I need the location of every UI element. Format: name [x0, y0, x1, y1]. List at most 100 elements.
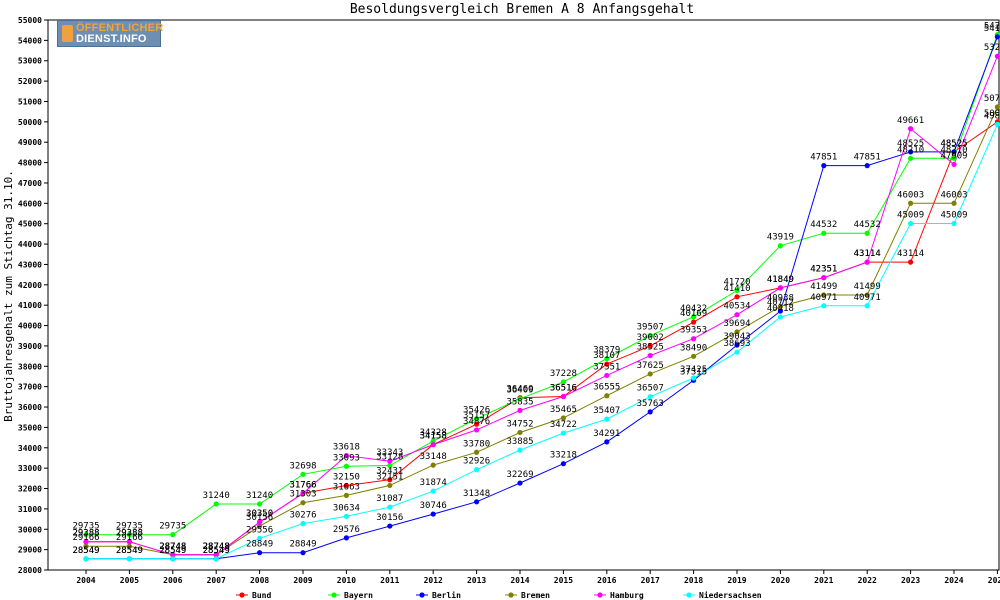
- data-point-bund: [647, 343, 653, 349]
- data-point-hamburg: [908, 126, 914, 132]
- data-label-bayern: 29735: [159, 522, 186, 532]
- y-axis-ticks: 28000 29000 30000 31000 32000 33000 34000 35000…: [18, 16, 48, 575]
- data-point-hamburg: [474, 427, 480, 433]
- data-label-bremen: 30156: [246, 513, 273, 523]
- x-tick-label: 2021: [814, 576, 833, 585]
- data-point-niedersachsen: [647, 394, 653, 400]
- data-point-hamburg: [691, 336, 697, 342]
- data-point-niedersachsen: [864, 303, 870, 309]
- data-label-bremen: 40938: [767, 293, 794, 303]
- data-label-bayern: 39507: [637, 323, 664, 333]
- x-tick-label: 2016: [597, 576, 616, 585]
- data-label-bund: 48525: [940, 139, 967, 149]
- data-point-niedersachsen: [83, 556, 89, 562]
- data-label-berlin: 48525: [940, 139, 967, 149]
- data-point-hamburg: [821, 275, 827, 281]
- data-point-niedersachsen: [387, 504, 393, 510]
- data-point-hamburg: [647, 353, 653, 359]
- y-tick-label: 44000: [18, 240, 42, 249]
- data-point-bayern: [126, 532, 132, 538]
- data-point-berlin: [257, 550, 263, 556]
- data-label-bund: 41849: [767, 275, 794, 285]
- data-label-hamburg: 33343: [376, 448, 403, 458]
- data-label-bund: 28748: [159, 542, 186, 552]
- data-label-niedersachsen: 40971: [810, 293, 837, 303]
- data-point-niedersachsen: [734, 349, 740, 355]
- data-point-hamburg: [864, 259, 870, 265]
- data-label-hamburg: 42351: [810, 265, 837, 275]
- data-point-berlin: [300, 550, 306, 556]
- x-tick-label: 2020: [771, 576, 790, 585]
- y-tick-label: 41000: [18, 301, 42, 310]
- data-label-bayern: 33093: [333, 453, 360, 463]
- series-line-berlin: [86, 36, 998, 560]
- data-point-berlin: [604, 439, 610, 445]
- data-label-hamburg: 33618: [333, 443, 360, 453]
- data-point-bremen: [604, 393, 610, 399]
- data-point-bremen: [474, 449, 480, 455]
- data-label-bund: 32431: [376, 467, 403, 477]
- data-label-berlin: 28549: [72, 546, 99, 556]
- x-tick-label: 2019: [727, 576, 746, 585]
- data-point-hamburg: [777, 285, 784, 291]
- data-labels: 29388 29388 28748 28748 30350 31766 32150 32431…: [72, 22, 1000, 556]
- y-tick-label: 52000: [18, 77, 42, 86]
- legend-label-niedersachsen: Niedersachsen: [699, 590, 762, 600]
- data-label-niedersachsen: 30634: [333, 503, 360, 513]
- data-label-niedersachsen: 33885: [506, 437, 533, 447]
- data-point-hamburg: [387, 458, 393, 464]
- data-point-berlin: [734, 342, 740, 348]
- data-label-niedersachsen: 30276: [289, 511, 316, 521]
- data-point-niedersachsen: [517, 447, 523, 453]
- data-point-bayern: [517, 396, 523, 402]
- data-label-niedersachsen: 28549: [72, 546, 99, 556]
- data-label-bremen: 39694: [723, 319, 750, 329]
- data-point-bremen: [994, 104, 1000, 110]
- data-point-hamburg: [951, 161, 957, 168]
- data-label-niedersachsen: 35407: [593, 406, 620, 416]
- data-label-bremen: 46003: [940, 190, 967, 200]
- data-point-bayern: [821, 230, 827, 236]
- data-point-hamburg: [560, 393, 567, 400]
- data-label-bremen: 31303: [289, 490, 316, 500]
- data-label-bremen: 46003: [897, 190, 924, 200]
- data-label-bremen: 32151: [376, 472, 403, 482]
- data-label-bremen: 29166: [116, 533, 143, 543]
- data-point-niedersachsen: [126, 556, 132, 562]
- data-label-berlin: 35763: [637, 399, 664, 409]
- y-tick-label: 48000: [18, 159, 42, 168]
- data-point-bremen: [257, 523, 263, 529]
- data-point-bund: [604, 361, 610, 367]
- data-point-bayern: [560, 379, 567, 385]
- data-label-hamburg: 43114: [854, 249, 881, 259]
- data-label-bayern: 35426: [463, 406, 490, 416]
- data-label-bayern: 29735: [116, 522, 143, 532]
- data-label-bremen: 38490: [680, 343, 707, 353]
- legend-marker-hamburg: [597, 592, 603, 598]
- y-tick-label: 45000: [18, 220, 42, 229]
- data-point-bayern: [170, 532, 176, 538]
- x-tick-label: 2008: [250, 576, 269, 585]
- data-point-bayern: [213, 501, 219, 507]
- data-label-bayern: 54282: [984, 22, 1000, 32]
- y-tick-label: 39000: [18, 342, 42, 351]
- data-point-berlin: [864, 163, 870, 169]
- data-point-berlin: [517, 480, 523, 486]
- data-label-bayern: 32698: [289, 461, 316, 471]
- data-point-hamburg: [994, 53, 1000, 59]
- data-label-bayern: 37228: [550, 369, 577, 379]
- data-point-niedersachsen: [343, 513, 349, 519]
- data-point-bayern: [777, 243, 784, 249]
- data-label-bund: 36516: [550, 384, 577, 394]
- logo-text-line2: DIENST.INFO: [76, 33, 147, 45]
- data-point-bremen: [821, 292, 827, 298]
- x-tick-label: 2004: [76, 576, 95, 585]
- data-label-bayern: 31240: [203, 491, 230, 501]
- data-point-berlin: [647, 409, 653, 415]
- x-tick-label: 2025: [988, 576, 1000, 585]
- data-point-bremen: [777, 303, 784, 310]
- data-label-bayern: 48210: [897, 145, 924, 155]
- data-point-niedersachsen: [908, 220, 914, 227]
- y-axis-label: Bruttojahresgehalt zum Stichtag 31.10.: [2, 170, 15, 422]
- data-label-bremen: 29166: [72, 533, 99, 543]
